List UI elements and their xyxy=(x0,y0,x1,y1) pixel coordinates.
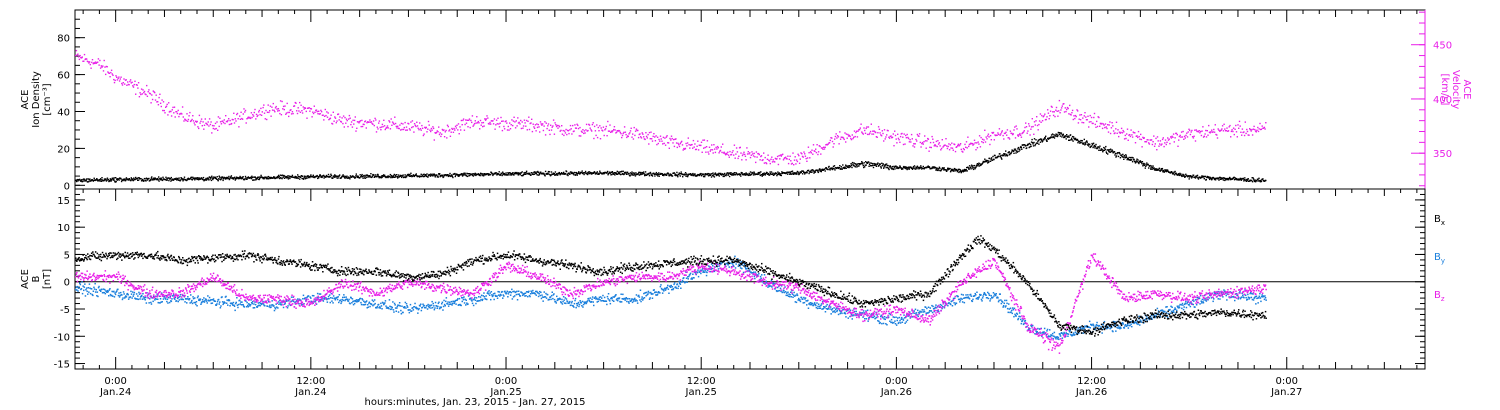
density-tick-label: 0 xyxy=(64,181,70,192)
date-tick-label: Jan.24 xyxy=(99,387,131,398)
date-tick-label: Jan.27 xyxy=(1270,387,1302,398)
time-tick-label: 12:00 xyxy=(296,376,325,387)
field-tick-label: 5 xyxy=(64,250,70,261)
time-axis: 0:00Jan.2412:00Jan.240:00Jan.2512:00Jan.… xyxy=(82,10,1418,398)
velocity-tick-label: 400 xyxy=(1433,95,1452,106)
bz-points xyxy=(75,253,1267,354)
velocity-tick-label: 450 xyxy=(1433,41,1452,52)
density-tick-label: 20 xyxy=(57,144,70,155)
bx-points xyxy=(75,235,1267,337)
field-tick-label: 10 xyxy=(57,223,70,234)
field-tick-label: 15 xyxy=(57,196,70,207)
density-velocity-panel: 0 20 40 60 80 350 400 450 ACEIon Density[cm⁻³] AC… xyxy=(20,9,1472,192)
velocity-axis-label: ACEVelocity[km/s] xyxy=(1439,70,1472,109)
legend-by: By xyxy=(1434,252,1445,265)
legend-bz: Bz xyxy=(1434,290,1445,303)
density-tick-label: 60 xyxy=(57,71,70,82)
density-tick-label: 40 xyxy=(57,107,70,118)
velocity-tick-label: 350 xyxy=(1433,149,1452,160)
time-tick-label: 12:00 xyxy=(1077,376,1106,387)
date-tick-label: Jan.25 xyxy=(685,387,717,398)
velocity-points xyxy=(75,49,1267,166)
time-tick-label: 0:00 xyxy=(495,376,517,387)
density-axis-label: ACEIon Density[cm⁻³] xyxy=(20,71,53,128)
time-tick-label: 12:00 xyxy=(687,376,716,387)
time-tick-label: 0:00 xyxy=(1276,376,1298,387)
field-tick-label: -5 xyxy=(60,305,70,316)
date-tick-label: Jan.26 xyxy=(1075,387,1107,398)
date-tick-label: Jan.25 xyxy=(489,387,521,398)
date-tick-label: Jan.26 xyxy=(880,387,912,398)
field-tick-label: -15 xyxy=(54,360,70,371)
density-tick-label: 80 xyxy=(57,34,70,45)
magnetic-field-panel: -15 -10 -5 0 5 10 15 ACEB[nT] Bx By Bz xyxy=(20,188,1445,371)
date-tick-label: Jan.24 xyxy=(294,387,326,398)
time-tick-label: 0:00 xyxy=(885,376,907,387)
field-tick-label: 0 xyxy=(64,278,70,289)
density-points xyxy=(75,131,1267,183)
by-points xyxy=(75,255,1267,341)
time-tick-label: 0:00 xyxy=(104,376,126,387)
field-axis-label: ACEB[nT] xyxy=(20,269,53,289)
field-tick-label: -10 xyxy=(54,332,70,343)
x-axis-title: hours:minutes, Jan. 23, 2015 - Jan. 27, … xyxy=(365,397,586,408)
legend-bx: Bx xyxy=(1434,214,1445,227)
